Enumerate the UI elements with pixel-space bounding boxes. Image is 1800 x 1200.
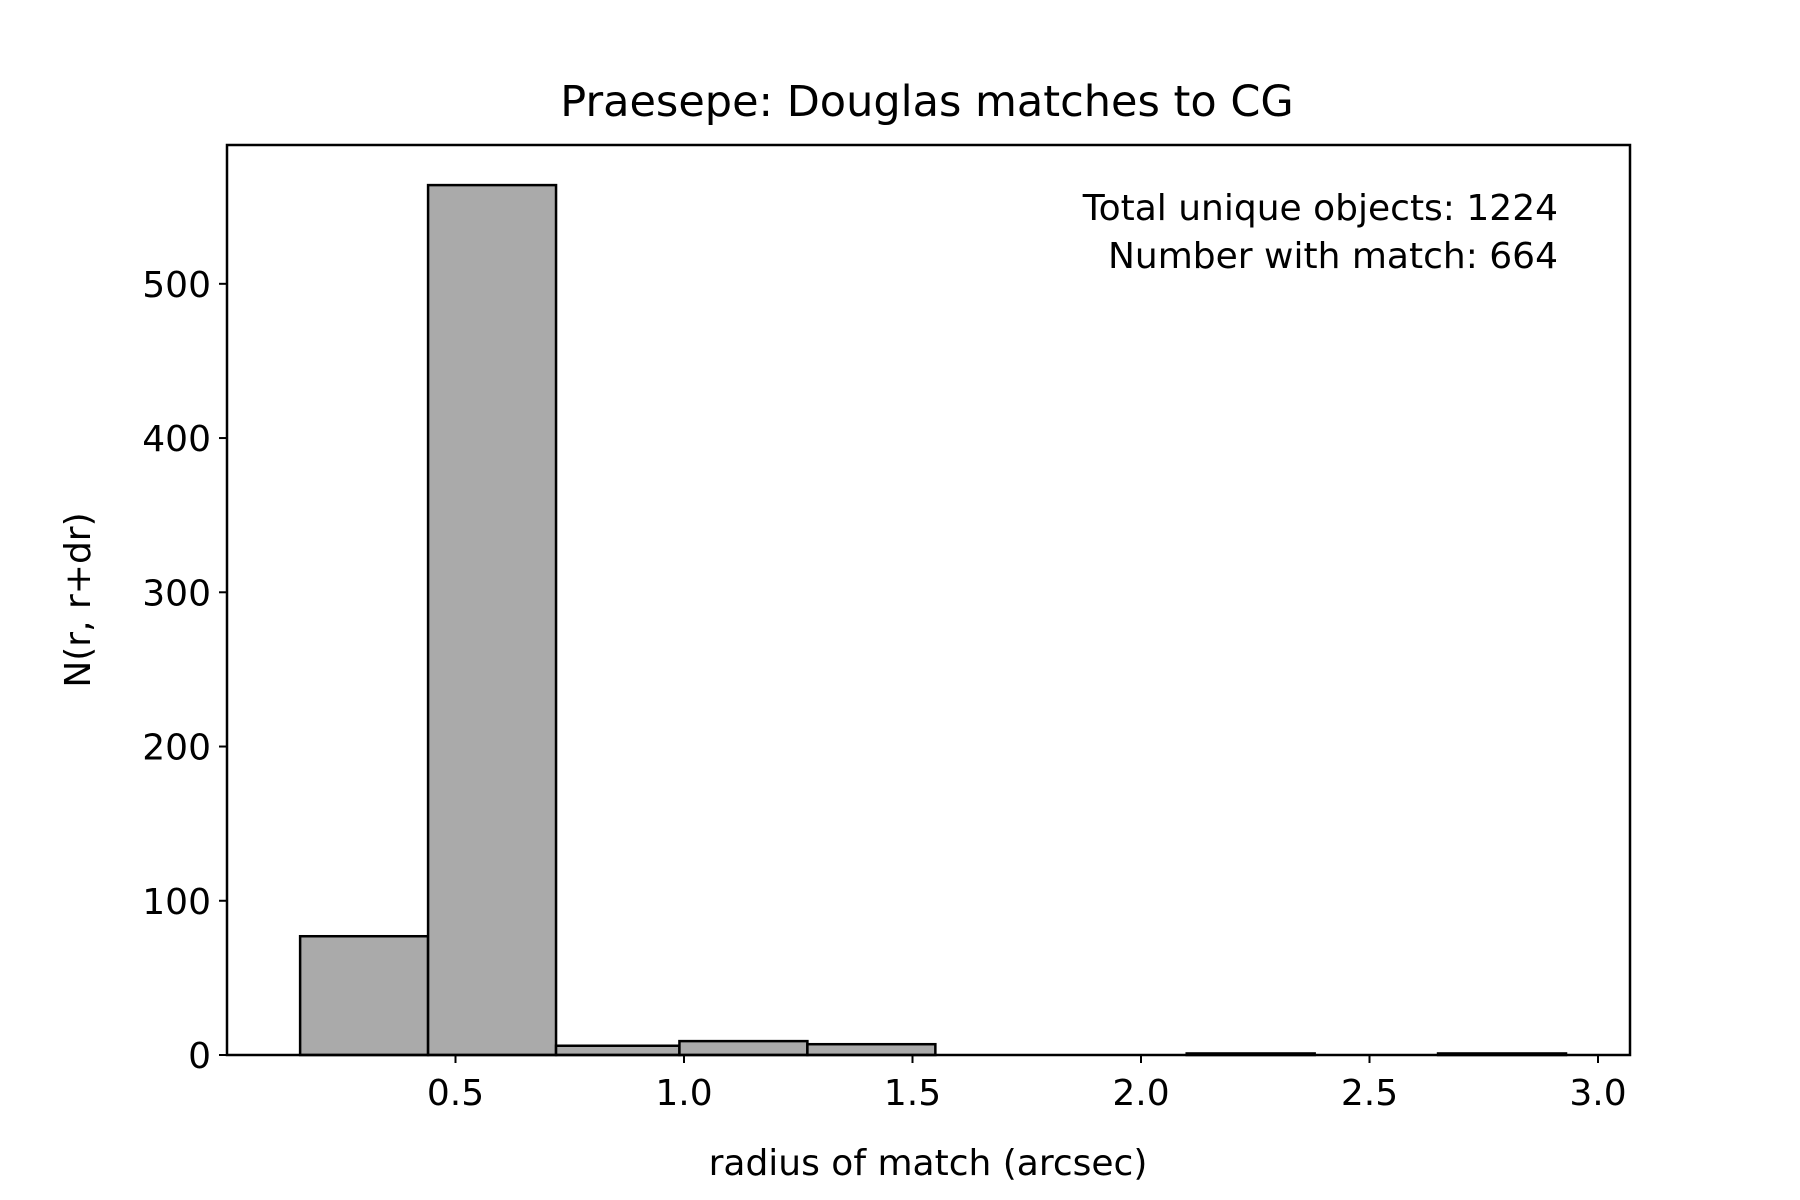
annotation-block: Total unique objects: 1224 Number with ma… bbox=[1082, 188, 1558, 277]
x-tick-label-4: 2.5 bbox=[1341, 1073, 1398, 1114]
y-tick-label-5: 500 bbox=[142, 265, 211, 306]
y-tick-label-2: 200 bbox=[142, 728, 211, 769]
y-tick-label-3: 300 bbox=[142, 573, 211, 614]
x-tick-label-5: 3.0 bbox=[1569, 1073, 1626, 1114]
x-tick-label-3: 2.0 bbox=[1112, 1073, 1169, 1114]
histogram-bar-4 bbox=[806, 1042, 937, 1057]
x-axis-ticks: 0.5 1.0 1.5 2.0 2.5 3.0 bbox=[427, 1055, 1627, 1114]
x-tick-label-1: 1.0 bbox=[655, 1073, 712, 1114]
y-axis-label: N(r, r+dr) bbox=[58, 512, 99, 687]
x-tick-label-0: 0.5 bbox=[427, 1073, 484, 1114]
histogram-bars bbox=[298, 183, 1568, 1057]
histogram-bar-0 bbox=[298, 934, 430, 1057]
chart-title: Praesepe: Douglas matches to CG bbox=[560, 77, 1293, 127]
y-axis-ticks: 0 100 200 300 400 500 bbox=[142, 265, 227, 1077]
y-tick-label-0: 0 bbox=[188, 1036, 211, 1077]
y-tick-label-4: 400 bbox=[142, 419, 211, 460]
plot-frame bbox=[225, 143, 1632, 1057]
x-axis-label: radius of match (arcsec) bbox=[709, 1143, 1148, 1184]
histogram-bar-2 bbox=[554, 1044, 681, 1057]
histogram-bar-3 bbox=[678, 1039, 809, 1057]
histogram-bar-1 bbox=[426, 183, 558, 1057]
y-tick-label-1: 100 bbox=[142, 882, 211, 923]
annotation-line-1: Number with match: 664 bbox=[1108, 236, 1558, 277]
annotation-line-0: Total unique objects: 1224 bbox=[1082, 188, 1558, 229]
x-tick-label-2: 1.5 bbox=[884, 1073, 941, 1114]
